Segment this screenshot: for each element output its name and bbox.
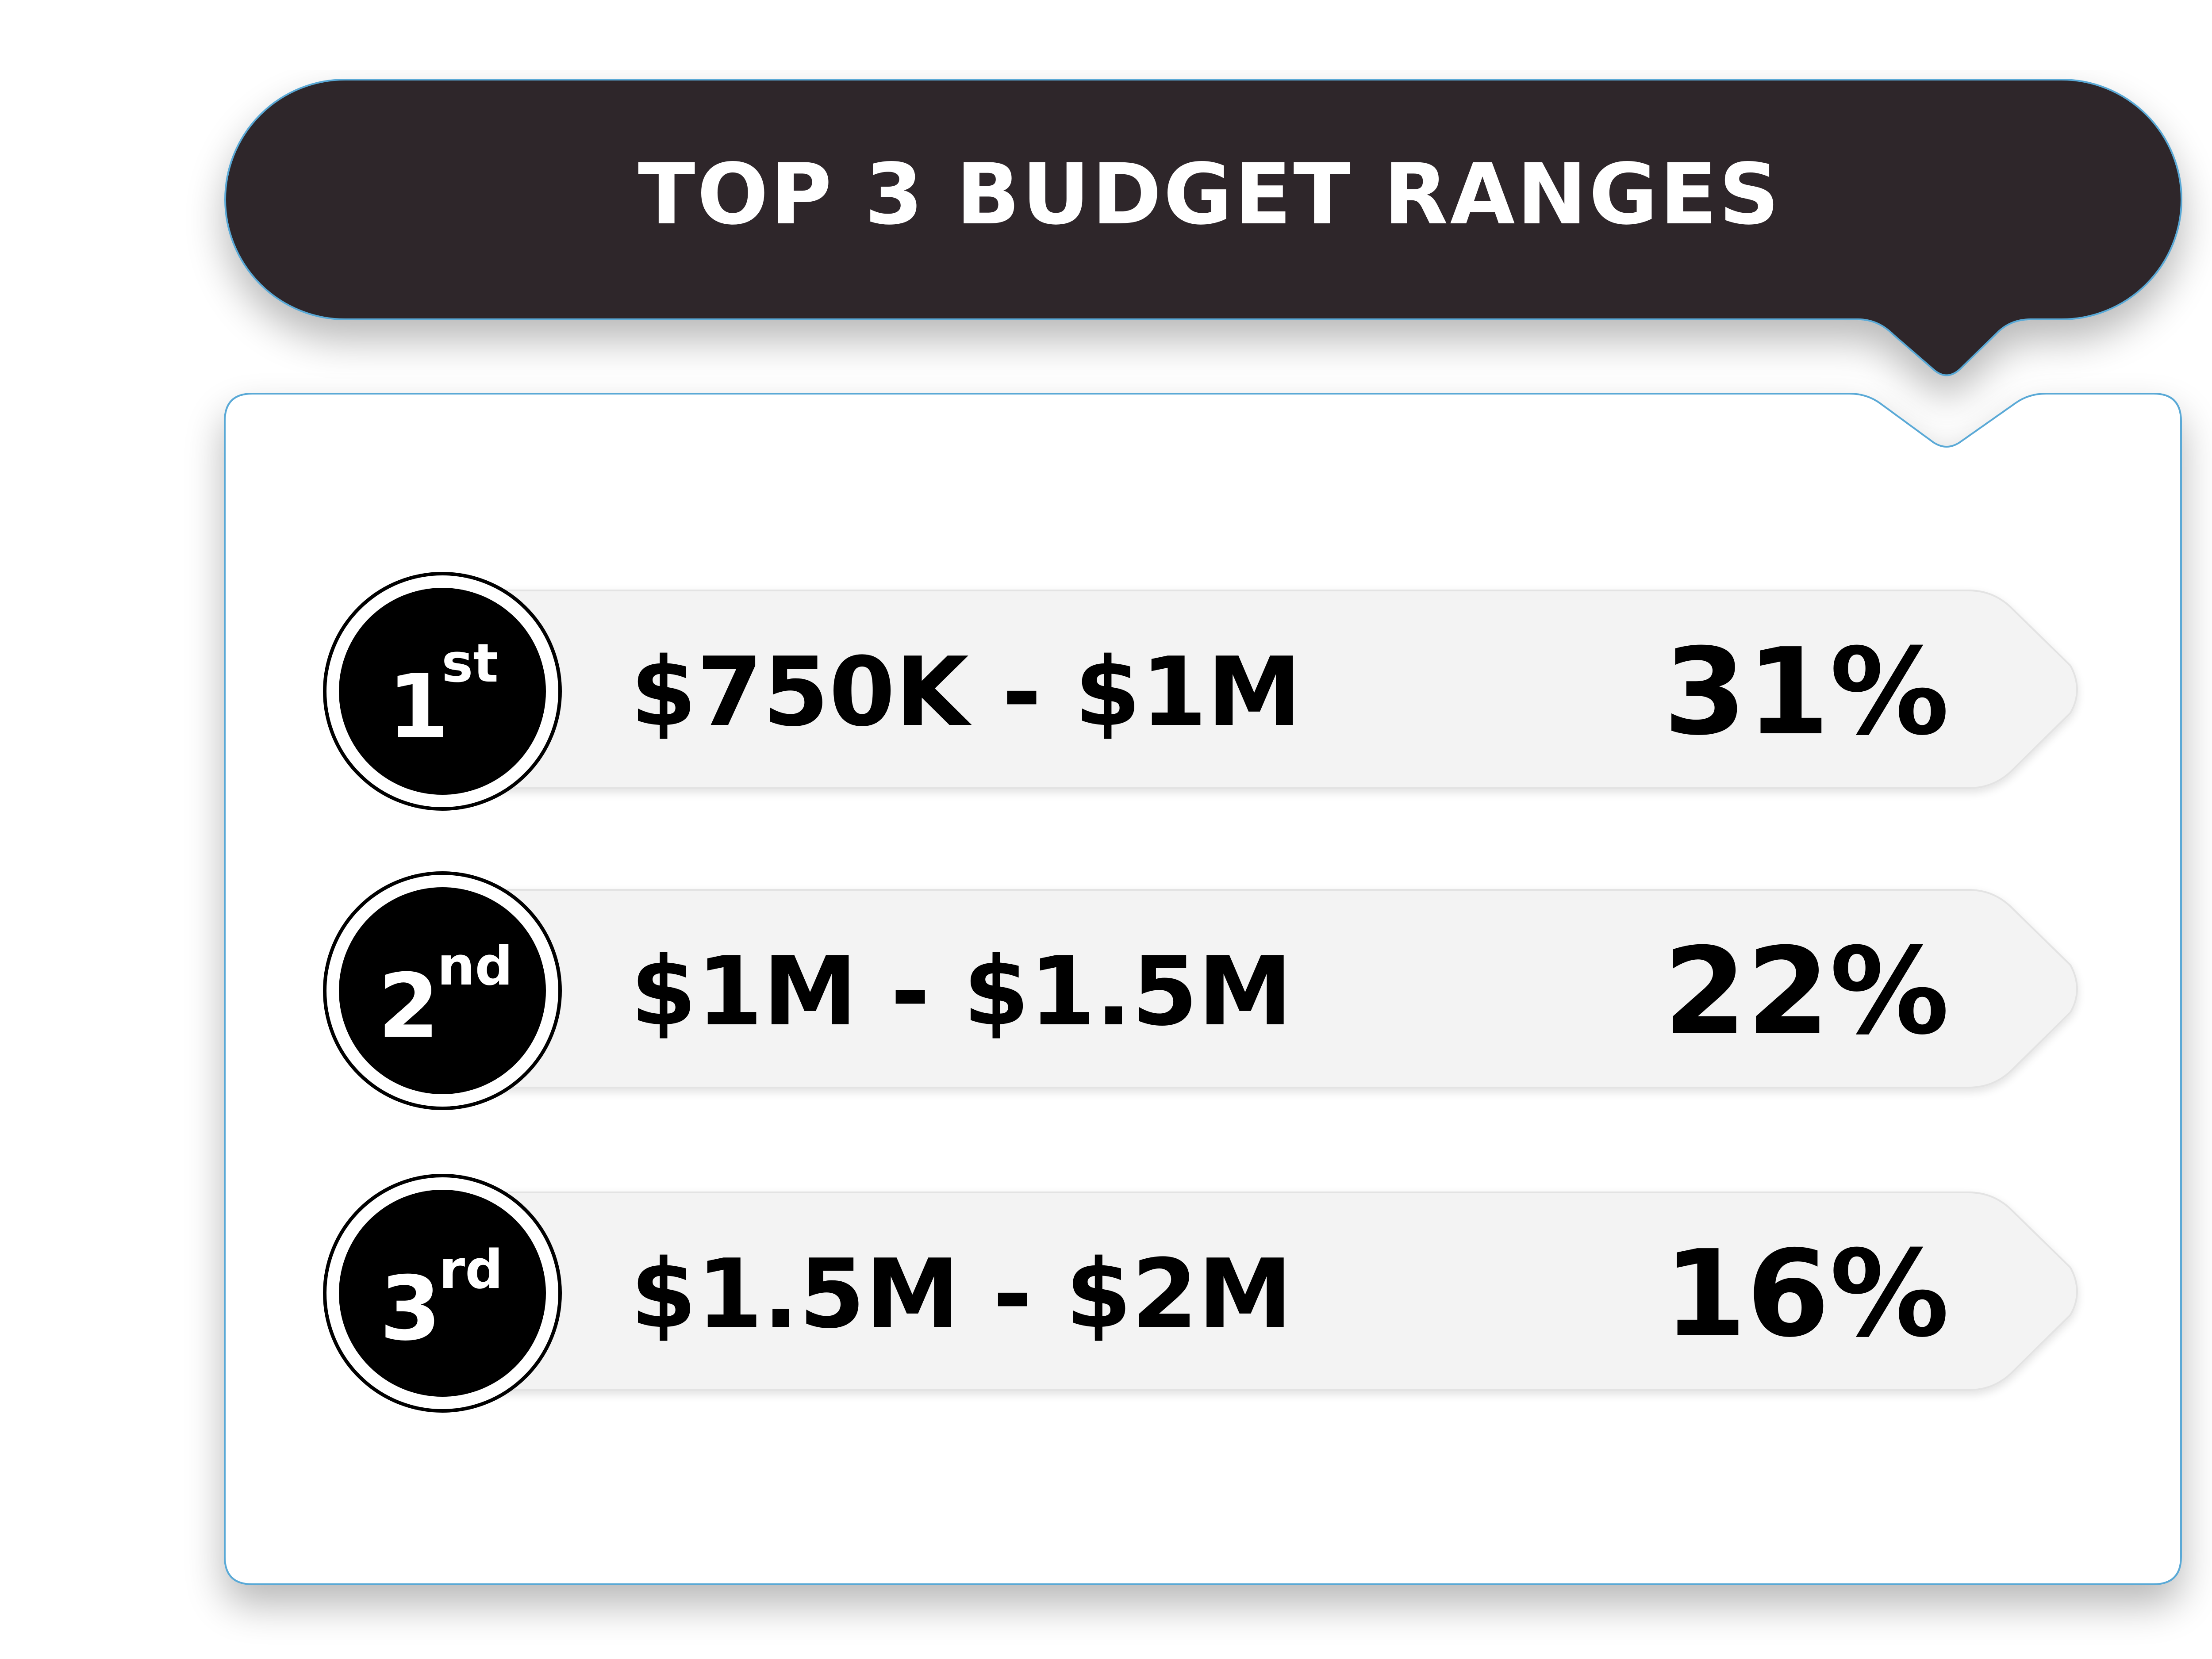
row-backgrounds xyxy=(442,590,2078,1391)
rank-number: 1 xyxy=(388,655,449,759)
rank-number: 3 xyxy=(380,1257,442,1360)
rank-row-2: 2 nd $1M - $1.5M 22% xyxy=(0,867,2212,1115)
percent-value: 16% xyxy=(1663,1224,1950,1364)
rank-number: 2 xyxy=(378,955,440,1058)
row-1-background xyxy=(442,590,2078,789)
title-bubble xyxy=(224,79,2182,376)
page-title: TOP 3 BUDGET RANGES xyxy=(637,146,1782,243)
rank-badge-1: 1 st xyxy=(323,572,562,811)
row-3-background xyxy=(442,1192,2078,1391)
rank-row-1: 1 st $750K - $1M 31% xyxy=(0,567,2212,815)
rank-suffix: nd xyxy=(437,936,513,997)
percent-value: 31% xyxy=(1663,622,1950,762)
budget-range-label: $1M - $1.5M xyxy=(630,936,1293,1047)
rank-badge-2: 2 nd xyxy=(323,871,562,1110)
budget-range-label: $1.5M - $2M xyxy=(630,1238,1293,1349)
rank-suffix: rd xyxy=(439,1239,503,1301)
percent-value: 22% xyxy=(1663,922,1950,1061)
rank-suffix: st xyxy=(442,633,499,694)
rank-row-3: 3 rd $1.5M - $2M 16% xyxy=(0,1169,2212,1417)
rank-badge-3: 3 rd xyxy=(323,1174,562,1413)
row-2-background xyxy=(442,889,2078,1088)
budget-range-label: $750K - $1M xyxy=(630,636,1302,747)
